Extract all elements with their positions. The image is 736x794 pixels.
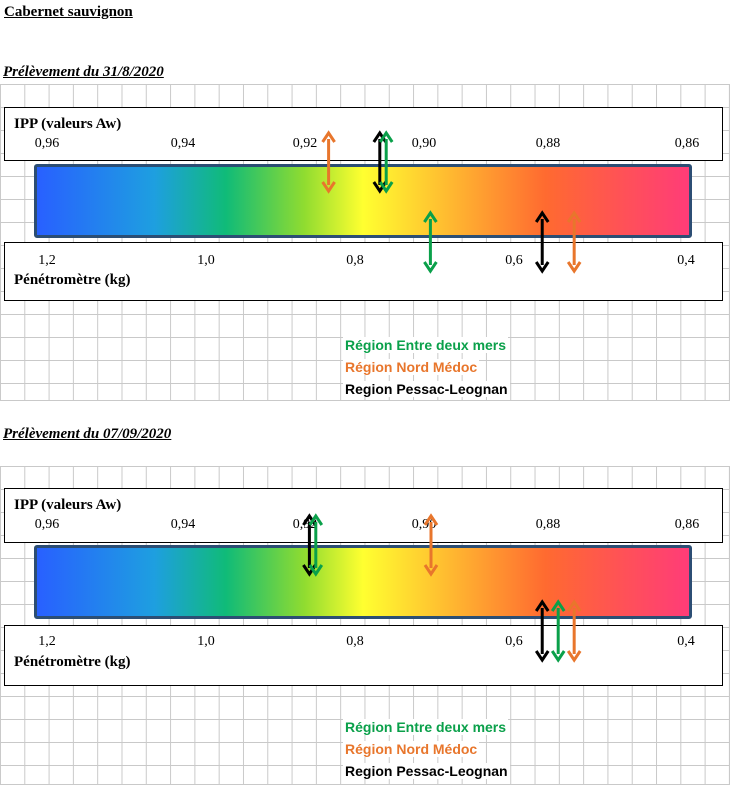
ipp-tick: 0,96 [34, 517, 60, 532]
pen-tick: 0,4 [677, 634, 695, 649]
pen-tick: 0,8 [346, 253, 364, 268]
pen-tick: 0,6 [505, 253, 523, 268]
ipp-scale-box-2 [4, 488, 723, 543]
sample-title-2: Prélèvement du 07/09/2020 [3, 426, 172, 442]
penetrometer-scale-box-2 [4, 625, 723, 686]
page-title: Cabernet sauvignon [4, 4, 133, 20]
pen-tick: 0,4 [677, 253, 695, 268]
ipp-label-2: IPP (valeurs Aw) [14, 497, 122, 513]
ipp-tick: 0,96 [34, 136, 60, 151]
ipp-scale-box-1 [4, 107, 723, 161]
ipp-tick: 0,92 [292, 517, 318, 532]
penetrometer-label-1: Pénétromètre (kg) [14, 272, 131, 288]
pen-tick: 1,2 [38, 634, 56, 649]
pen-tick: 0,6 [505, 634, 523, 649]
ipp-tick: 0,94 [170, 136, 196, 151]
ipp-tick: 0,88 [535, 136, 561, 151]
legend-nord-medoc-1: Région Nord Médoc [343, 359, 480, 375]
penetrometer-label-2: Pénétromètre (kg) [14, 654, 131, 670]
pen-tick: 0,8 [346, 634, 364, 649]
legend-pessac-leognan-2: Region Pessac-Leognan [343, 763, 510, 779]
color-gradient-bar-1 [34, 164, 692, 238]
sample-title-1: Prélèvement du 31/8/2020 [3, 64, 164, 80]
ipp-tick: 0,86 [674, 517, 700, 532]
pen-tick: 1,0 [197, 253, 215, 268]
legend-pessac-leognan-1: Region Pessac-Leognan [343, 381, 510, 397]
pen-tick: 1,0 [197, 634, 215, 649]
color-gradient-bar-2 [34, 545, 692, 619]
legend-entre-deux-mers-2: Région Entre deux mers [343, 719, 509, 735]
penetrometer-scale-box-1 [4, 242, 723, 301]
legend-nord-medoc-2: Région Nord Médoc [343, 741, 480, 757]
ipp-tick: 0,92 [292, 136, 318, 151]
pen-tick: 1,2 [38, 253, 56, 268]
ipp-tick: 0,88 [535, 517, 561, 532]
ipp-label-1: IPP (valeurs Aw) [14, 116, 122, 132]
ipp-tick: 0,86 [674, 136, 700, 151]
legend-entre-deux-mers-1: Région Entre deux mers [343, 337, 509, 353]
ipp-tick: 0,94 [170, 517, 196, 532]
ipp-tick: 0,90 [411, 136, 437, 151]
ipp-tick: 0,90 [411, 517, 437, 532]
